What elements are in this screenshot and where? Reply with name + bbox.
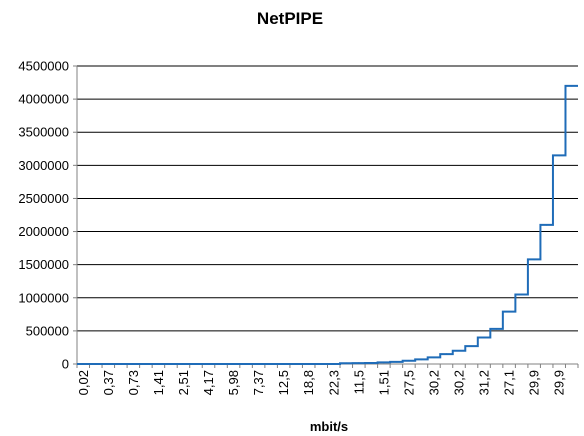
y-tick-label: 3000000: [18, 158, 69, 173]
x-tick-label: 5,98: [226, 370, 241, 395]
data-point: [508, 310, 510, 313]
data-point: [545, 224, 548, 226]
data-point: [170, 363, 172, 365]
data-point: [195, 363, 197, 365]
data-point: [245, 363, 247, 365]
y-tick-label: 0: [62, 357, 69, 372]
x-tick-label: 1,41: [151, 370, 166, 395]
y-tick-label: 3500000: [18, 125, 69, 140]
x-tick-label: 0,37: [101, 370, 116, 395]
x-tick-label: 4,17: [201, 370, 216, 395]
data-point: [332, 363, 335, 365]
y-tick-label: 4500000: [18, 59, 69, 74]
data-point: [307, 363, 310, 365]
y-tick-label: 1500000: [18, 257, 69, 272]
data-point: [408, 359, 410, 362]
x-tick-label: 27,1: [502, 370, 517, 395]
data-point: [445, 353, 448, 355]
data-point: [270, 363, 272, 365]
data-point: [94, 363, 97, 365]
data-point: [520, 293, 523, 296]
data-point: [257, 363, 260, 365]
y-tick-label: 500000: [26, 323, 69, 338]
data-point: [433, 356, 435, 359]
x-tick-label: 31,2: [477, 370, 492, 395]
data-point: [232, 363, 235, 365]
data-point: [120, 363, 122, 365]
data-point: [558, 154, 561, 157]
data-point: [282, 363, 285, 365]
data-point: [495, 328, 498, 330]
data-point: [82, 363, 85, 365]
data-point: [483, 336, 485, 339]
x-tick-label: 29,9: [527, 370, 542, 395]
data-point: [320, 363, 323, 365]
x-tick-label: 7,37: [251, 370, 266, 395]
data-point: [132, 363, 135, 365]
data-point: [570, 85, 573, 87]
y-tick-labels: 0 500000 1000000 1500000 2000000 2500000 30000…: [18, 59, 77, 372]
x-tick-label: 1,51: [376, 370, 391, 395]
data-point: [420, 358, 423, 361]
x-axis-label: mbit/s: [310, 419, 348, 434]
data-point: [395, 361, 398, 363]
x-tick-label: 0,02: [76, 370, 91, 395]
data-point: [145, 363, 147, 365]
x-tick-label: 0,73: [126, 370, 141, 395]
data-point: [458, 349, 460, 352]
y-tick-label: 2500000: [18, 191, 69, 206]
data-point: [207, 363, 210, 365]
data-point: [107, 363, 110, 365]
x-tick-label: 11,5: [351, 370, 366, 394]
data-point: [470, 345, 473, 347]
data-point: [358, 362, 360, 364]
series-group: [77, 84, 578, 365]
data-point: [345, 362, 348, 365]
x-tick-label: 18,8: [301, 370, 316, 395]
gridlines: [77, 65, 578, 332]
x-tick-label: 2,51: [176, 370, 191, 395]
x-tick-label: 27,5: [401, 370, 416, 395]
x-tick-label: 22,3: [326, 370, 341, 395]
series-line: [77, 84, 578, 365]
data-point: [533, 258, 535, 261]
x-tick-label: 30,2: [426, 370, 441, 395]
y-tick-label: 4000000: [18, 92, 69, 107]
x-tick-label: 30,2: [452, 370, 467, 395]
data-point: [383, 361, 385, 364]
data-point: [182, 363, 185, 365]
chart-title: NetPIPE: [257, 9, 323, 28]
data-point: [157, 363, 160, 365]
data-point: [370, 362, 373, 364]
x-tick-label: 12,5: [276, 370, 291, 395]
x-tick-label: 29,9: [552, 370, 567, 395]
y-tick-label: 2000000: [18, 224, 69, 239]
y-tick-label: 1000000: [18, 290, 69, 305]
data-point: [220, 363, 222, 365]
x-tick-labels: 0,02 0,37 0,73 1,41 2,51 4,17 5,98 7,37 12,5 18,8…: [76, 364, 579, 395]
data-point: [295, 363, 297, 365]
